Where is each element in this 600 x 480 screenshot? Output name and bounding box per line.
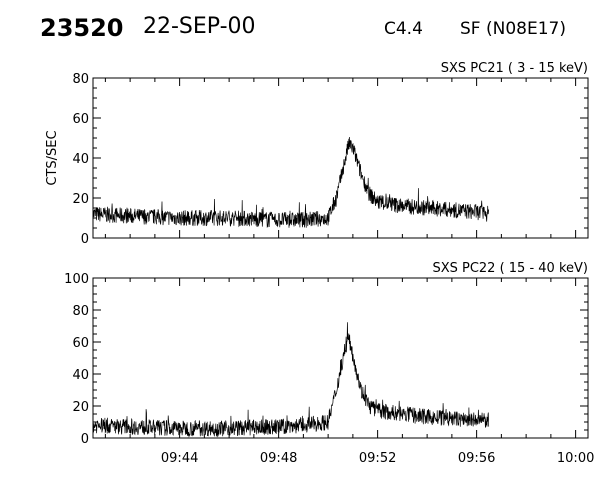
event-id: 23520: [40, 14, 124, 42]
x-tick-label: 09:44: [161, 451, 198, 466]
flare-class: C4.4: [384, 19, 423, 39]
y-tick-label: 60: [72, 336, 89, 351]
y-axis-label: CTS/SEC: [45, 130, 60, 185]
x-tick-label: 09:52: [359, 451, 396, 466]
event-date: 22-SEP-00: [143, 14, 256, 39]
y-tick-label: 100: [64, 272, 89, 287]
series-line: [92, 322, 490, 438]
panel-title: SXS PC22 ( 15 - 40 keV): [432, 261, 588, 276]
y-tick-label: 60: [72, 112, 89, 127]
x-tick-label: 09:56: [458, 451, 495, 466]
series-line: [92, 136, 490, 228]
y-tick-label: 40: [72, 152, 89, 167]
panel-title: SXS PC21 ( 3 - 15 keV): [441, 61, 588, 76]
x-tick-label: 09:48: [260, 451, 297, 466]
y-tick-label: 20: [72, 400, 89, 415]
flare-location: SF (N08E17): [460, 19, 566, 39]
plot-frame-2: [92, 277, 589, 439]
y-tick-label: 40: [72, 368, 89, 383]
y-tick-label: 0: [81, 232, 89, 247]
x-tick-label: 10:00: [557, 451, 594, 466]
y-tick-label: 0: [81, 432, 89, 447]
y-tick-label: 20: [72, 192, 89, 207]
y-tick-label: 80: [72, 304, 89, 319]
y-tick-label: 80: [72, 72, 89, 87]
